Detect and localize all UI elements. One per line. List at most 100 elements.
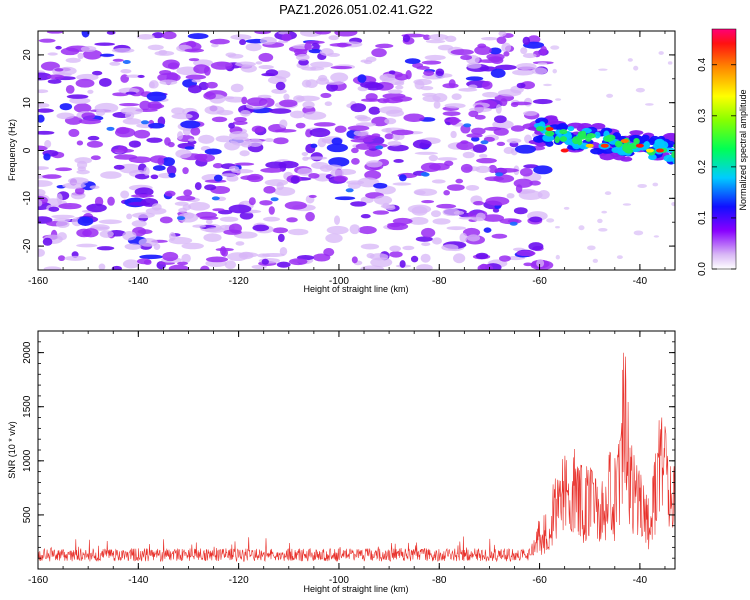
heatmap-noise-blob — [410, 255, 419, 263]
heatmap-noise-blob — [537, 189, 550, 200]
heatmap-signal-blob — [594, 131, 601, 139]
heatmap-noise-blob — [87, 89, 94, 94]
heatmap-noise-blob — [330, 65, 353, 70]
heatmap-faint-blob — [606, 93, 614, 98]
heatmap-noise-blob — [122, 118, 142, 125]
heatmap-noise-blob — [181, 242, 204, 250]
heatmap-noise-blob — [137, 229, 153, 235]
heatmap-x-tick-label: -40 — [633, 276, 648, 287]
heatmap-noise-blob — [210, 61, 233, 70]
heatmap-faint-blob — [622, 203, 632, 206]
heatmap-signal-blob — [641, 134, 650, 141]
heatmap-noise-blob — [460, 54, 473, 61]
heatmap-noise-blob — [215, 135, 233, 143]
heatmap-noise-blob — [451, 93, 462, 101]
heatmap-noise-blob — [119, 102, 140, 107]
heatmap-noise-blob — [495, 64, 517, 71]
heatmap-noise-blob — [86, 140, 103, 148]
heatmap-noise-blob — [435, 68, 445, 77]
heatmap-noise-blob — [351, 157, 360, 165]
heatmap-noise-blob — [146, 137, 163, 143]
heatmap-noise-blob — [130, 194, 155, 198]
heatmap-noise-blob — [221, 173, 237, 177]
heatmap-noise-blob — [492, 208, 500, 213]
heatmap-signal-blob — [603, 135, 613, 142]
heatmap-signal-blob — [554, 136, 560, 144]
heatmap-noise-blob — [317, 137, 327, 148]
heatmap-noise-blob — [109, 61, 121, 66]
heatmap-noise-blob — [497, 89, 522, 97]
heatmap-noise-blob — [38, 72, 52, 81]
heatmap-noise-blob — [240, 141, 252, 148]
heatmap-noise-blob — [476, 157, 497, 164]
heatmap-noise-blob — [184, 146, 195, 150]
heatmap-noise-blob — [392, 217, 413, 225]
heatmap-noise-blob — [522, 53, 537, 59]
heatmap-noise-hotspot — [495, 172, 504, 177]
heatmap-signal-blob — [559, 129, 568, 135]
heatmap-noise-blob — [520, 47, 528, 55]
heatmap-noise-blob — [430, 210, 441, 218]
heatmap-noise-blob — [47, 79, 62, 84]
heatmap-noise-blob — [460, 163, 473, 173]
heatmap-noise-blob — [428, 162, 450, 171]
heatmap-noise-blob — [209, 38, 230, 45]
heatmap-noise-blob — [171, 107, 185, 115]
heatmap-faint-blob — [604, 191, 612, 196]
heatmap-signal-blob — [536, 126, 545, 132]
heatmap-noise-blob — [353, 129, 369, 137]
heatmap-noise-blob — [485, 196, 510, 206]
heatmap-noise-blob — [475, 212, 486, 221]
heatmap-noise-blob — [224, 140, 240, 151]
heatmap-faint-blob — [633, 65, 639, 71]
heatmap-noise-blob — [453, 210, 465, 215]
heatmap-noise-blob — [92, 70, 103, 76]
heatmap-signal-blob — [676, 154, 690, 161]
heatmap-noise-blob — [448, 79, 456, 88]
heatmap-noise-blob — [81, 112, 96, 120]
heatmap-noise-blob — [358, 226, 377, 235]
heatmap-noise-blob — [316, 77, 330, 85]
heatmap-noise-blob — [43, 266, 62, 270]
heatmap-noise-blob — [404, 58, 421, 64]
heatmap-noise-blob — [395, 85, 404, 90]
heatmap-noise-blob — [98, 77, 112, 87]
heatmap-noise-blob — [239, 211, 254, 220]
heatmap-noise-blob — [412, 139, 432, 149]
heatmap-noise-blob — [194, 182, 202, 191]
heatmap-noise-blob — [421, 227, 436, 238]
heatmap-x-tick-label: -100 — [329, 276, 349, 287]
heatmap-noise-blob — [227, 53, 244, 59]
heatmap-signal-blob — [675, 142, 686, 148]
heatmap-noise-hotspot — [421, 172, 430, 177]
heatmap-noise-blob — [228, 122, 235, 129]
heatmap-noise-blob — [113, 164, 125, 170]
heatmap-faint-blob — [652, 182, 659, 187]
heatmap-field — [38, 31, 690, 270]
heatmap-noise-blob — [532, 99, 553, 105]
heatmap-noise-blob — [360, 265, 384, 270]
heatmap-noise-blob — [56, 193, 63, 204]
heatmap-noise-blob — [478, 153, 488, 158]
heatmap-noise-blob — [271, 88, 287, 94]
heatmap-noise-blob — [259, 200, 273, 206]
heatmap-noise-blob — [450, 49, 474, 56]
heatmap-noise-blob — [310, 42, 320, 51]
heatmap-noise-blob — [57, 255, 66, 262]
heatmap-noise-blob — [168, 172, 176, 178]
heatmap-noise-blob — [159, 79, 178, 85]
heatmap-noise-blob — [99, 230, 114, 238]
heatmap-noise-blob — [98, 263, 106, 270]
heatmap-noise-hotspot — [211, 196, 220, 201]
heatmap-noise-blob — [38, 130, 55, 135]
heatmap-noise-blob — [133, 129, 151, 139]
heatmap-faint-blob — [578, 225, 585, 231]
heatmap-signal-blob — [676, 136, 686, 142]
heatmap-noise-blob — [257, 94, 272, 99]
heatmap-faint-blob — [592, 258, 599, 263]
heatmap-noise-blob — [366, 160, 383, 168]
heatmap-noise-blob — [456, 141, 474, 151]
heatmap-noise-blob — [391, 129, 414, 136]
heatmap-noise-blob — [111, 48, 135, 54]
heatmap-noise-blob — [357, 116, 372, 122]
